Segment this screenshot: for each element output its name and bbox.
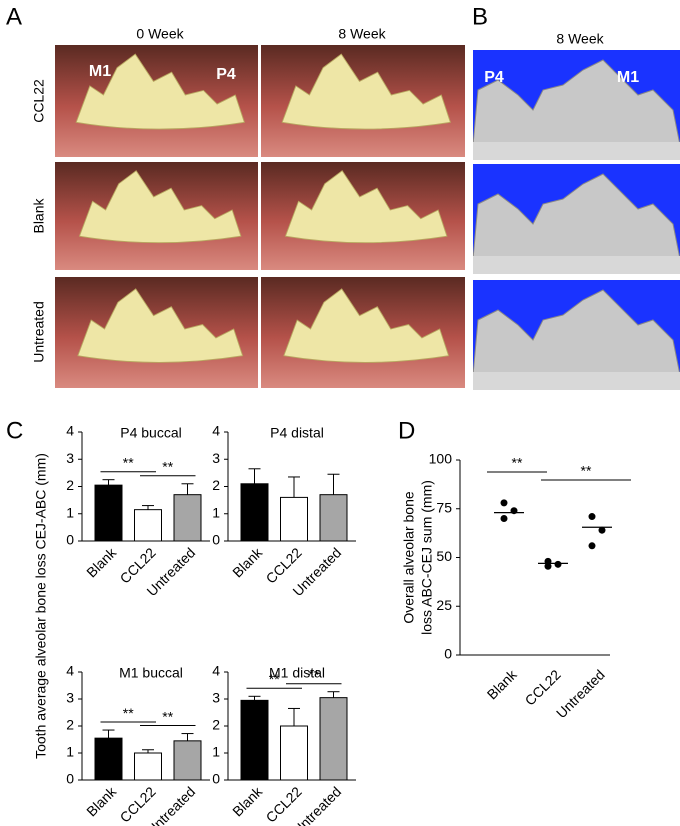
chart-title: P4 buccal [120, 425, 181, 441]
data-point [554, 560, 562, 568]
y-tick-label: 25 [436, 597, 452, 613]
x-tick-label: Untreated [553, 666, 608, 721]
y-tick-label: 4 [212, 423, 220, 439]
panel-label: C [6, 417, 23, 444]
y-axis-label: Overall alveolar bone [401, 491, 417, 624]
significance-label: ** [123, 454, 134, 470]
y-tick-label: 2 [66, 477, 74, 493]
bar [280, 496, 308, 542]
x-tick-label: Blank [83, 544, 120, 581]
y-tick-label: 2 [66, 717, 74, 733]
y-tick-label: 0 [66, 532, 74, 548]
y-tick-label: 3 [212, 450, 220, 466]
x-tick-label: Blank [229, 783, 266, 820]
chart-title: M1 distal [269, 665, 325, 681]
y-axis-label: Tooth average alveolar bone loss CEJ-ABC… [33, 453, 49, 759]
tooth-label: M1 [89, 63, 111, 80]
bar [319, 494, 348, 542]
y-tick-label: 0 [212, 532, 220, 548]
tooth-label: M1 [617, 69, 639, 86]
data-point [598, 526, 606, 534]
bar [134, 509, 162, 542]
y-tick-label: 0 [212, 771, 220, 787]
data-point [588, 513, 596, 521]
bar [94, 737, 123, 781]
significance-label: ** [581, 463, 592, 479]
x-tick-label: Blank [83, 783, 120, 820]
panel-label: A [6, 3, 22, 30]
significance-label: ** [512, 455, 523, 471]
photo-grid [55, 45, 465, 388]
y-tick-label: 1 [212, 504, 220, 520]
significance-label: ** [308, 666, 319, 682]
chart-title: P4 distal [270, 425, 324, 441]
bar [94, 484, 123, 542]
significance-label: ** [123, 705, 134, 721]
x-tick-label: Blank [229, 544, 266, 581]
column-header: 8 Week [556, 31, 604, 47]
scan-grid [473, 50, 680, 390]
panel-label: D [398, 417, 415, 444]
y-tick-label: 50 [436, 548, 452, 564]
column-header: 8 Week [338, 26, 386, 42]
row-label: Untreated [31, 301, 47, 362]
row-label: CCL22 [31, 79, 47, 123]
y-tick-label: 4 [212, 663, 220, 679]
y-tick-label: 4 [66, 663, 74, 679]
y-tick-label: 1 [66, 504, 74, 520]
significance-label: ** [162, 708, 173, 724]
bar [134, 752, 162, 781]
tooth-label: P4 [484, 69, 504, 86]
y-tick-label: 1 [66, 744, 74, 760]
data-point [500, 515, 508, 522]
y-tick-label: 2 [212, 717, 220, 733]
chart-title: M1 buccal [119, 665, 183, 681]
y-tick-label: 3 [212, 690, 220, 706]
y-tick-label: 0 [444, 646, 452, 662]
x-tick-label: Blank [484, 666, 521, 703]
data-point [500, 499, 508, 507]
column-header: 0 Week [136, 26, 184, 42]
bar [280, 725, 308, 781]
y-tick-label: 0 [66, 771, 74, 787]
panel-label: B [472, 3, 488, 30]
tooth-label: P4 [216, 66, 236, 83]
data-point [544, 562, 552, 570]
bar [319, 697, 348, 781]
significance-label: ** [162, 458, 173, 474]
x-tick-label: CCL22 [522, 666, 564, 708]
y-tick-label: 75 [436, 499, 452, 515]
y-tick-label: 1 [212, 744, 220, 760]
y-tick-label: 100 [429, 451, 453, 467]
y-tick-label: 4 [66, 423, 74, 439]
y-tick-label: 3 [66, 450, 74, 466]
y-tick-label: 3 [66, 690, 74, 706]
bar [173, 740, 202, 781]
y-tick-label: 2 [212, 477, 220, 493]
bar [240, 483, 269, 542]
bar [240, 699, 269, 781]
row-label: Blank [31, 197, 47, 233]
significance-label: ** [269, 671, 280, 687]
y-axis-label: loss ABC-CEJ sum (mm) [419, 480, 435, 635]
data-point [588, 542, 596, 550]
bar [173, 494, 202, 542]
